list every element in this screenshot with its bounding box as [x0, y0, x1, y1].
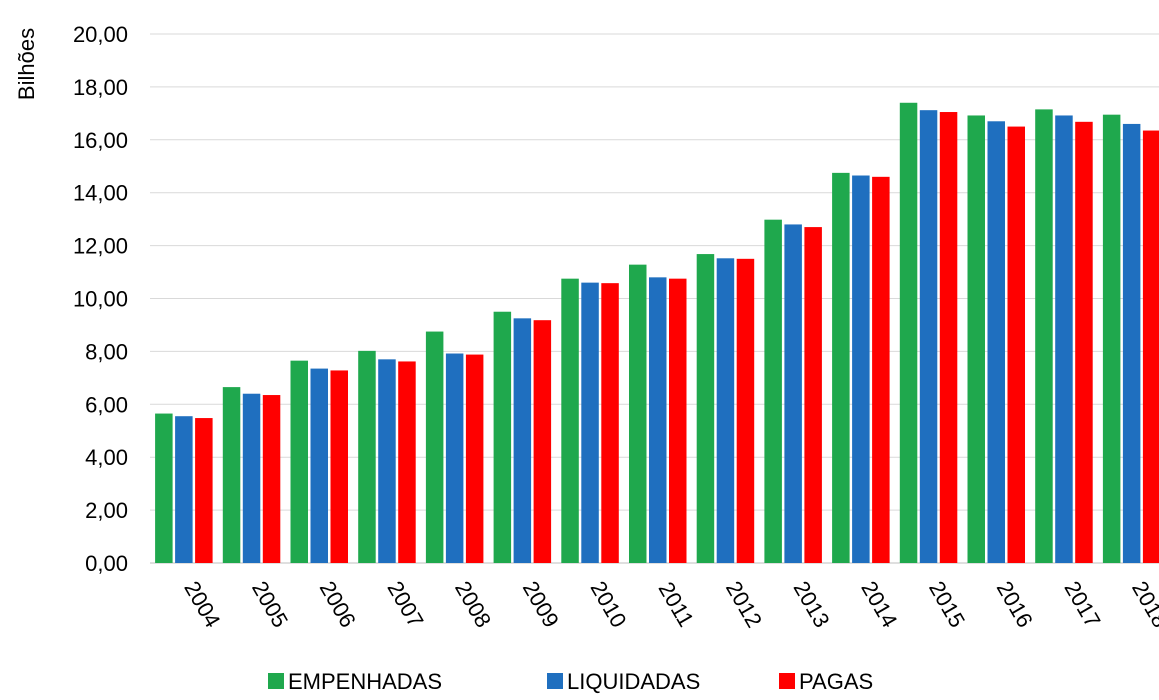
bar-liquidadas-2004	[175, 416, 193, 563]
legend-item-liquidadas: LIQUIDADAS	[547, 669, 700, 694]
bar-pagas-2007	[398, 361, 416, 563]
x-tick-label: 2013	[789, 577, 835, 632]
bar-pagas-2005	[262, 395, 281, 563]
x-tick-label: 2005	[247, 577, 293, 632]
legend-label: EMPENHADAS	[288, 669, 442, 694]
bar-empenhadas-2010	[561, 278, 579, 563]
bar-pagas-2010	[601, 283, 619, 563]
bar-empenhadas-2011	[629, 264, 647, 563]
x-tick-label: 2017	[1059, 577, 1105, 632]
y-tick-label: 0,00	[85, 551, 128, 576]
bar-pagas-2008	[465, 354, 484, 563]
bar-empenhadas-2017	[1035, 109, 1053, 563]
x-tick-label: 2007	[382, 577, 428, 632]
bar-liquidadas-2007	[378, 359, 396, 563]
y-tick-label: 8,00	[85, 339, 128, 364]
bar-empenhadas-2005	[222, 387, 241, 563]
bar-empenhadas-2004	[155, 413, 173, 563]
legend-swatch	[779, 673, 795, 689]
bar-empenhadas-2009	[493, 311, 512, 563]
x-tick-label: 2009	[518, 577, 564, 632]
bar-empenhadas-2012	[696, 254, 715, 563]
bar-pagas-2004	[195, 418, 213, 563]
legend-swatch	[547, 673, 563, 689]
bar-liquidadas-2011	[649, 277, 667, 563]
y-tick-label: 2,00	[85, 498, 128, 523]
legend-item-empenhadas: EMPENHADAS	[268, 669, 442, 694]
y-tick-label: 16,00	[73, 128, 128, 153]
bar-liquidadas-2014	[852, 175, 870, 563]
bar-liquidadas-2018	[1122, 123, 1141, 564]
x-tick-label: 2011	[654, 578, 699, 631]
bars	[155, 102, 1159, 564]
bar-empenhadas-2015	[899, 102, 918, 564]
legend-item-pagas: PAGAS	[779, 669, 873, 694]
x-tick-label: 2006	[315, 577, 361, 632]
bar-liquidadas-2015	[919, 110, 938, 564]
y-tick-label: 4,00	[85, 445, 128, 470]
bar-liquidadas-2005	[242, 393, 261, 563]
bar-pagas-2014	[872, 176, 890, 563]
bar-pagas-2011	[669, 278, 687, 563]
legend-label: LIQUIDADAS	[567, 669, 700, 694]
legend-swatch	[268, 673, 284, 689]
bar-pagas-2009	[533, 320, 552, 563]
bar-liquidadas-2016	[987, 121, 1005, 563]
y-tick-label: 6,00	[85, 392, 128, 417]
bar-liquidadas-2017	[1055, 115, 1073, 563]
x-tick-label: 2008	[450, 577, 496, 632]
legend: EMPENHADAS LIQUIDADAS PAGAS	[268, 669, 873, 694]
bar-pagas-2012	[736, 258, 755, 563]
bar-empenhadas-2018	[1102, 114, 1121, 564]
y-tick-label: 18,00	[73, 75, 128, 100]
bar-pagas-2015	[939, 112, 958, 563]
y-axis-title: Bilhões	[14, 28, 39, 100]
bar-pagas-2016	[1007, 126, 1025, 563]
bar-empenhadas-2007	[358, 350, 376, 563]
x-tick-label: 2018	[1127, 577, 1159, 632]
bar-pagas-2013	[804, 227, 822, 563]
x-axis: 2004 2005 2006 2007 2008 2009 2010 2011 2012 2013…	[179, 577, 1159, 632]
bar-pagas-2018	[1142, 130, 1159, 564]
y-axis: 0,00 2,00 4,00 6,00 8,00 10,00 12,00 14,00 16,00…	[73, 22, 128, 576]
bar-empenhadas-2014	[832, 172, 850, 564]
x-tick-label: 2014	[856, 577, 902, 632]
y-tick-label: 14,00	[73, 181, 128, 206]
bar-empenhadas-2016	[967, 115, 985, 563]
y-tick-label: 12,00	[73, 234, 128, 259]
bar-liquidadas-2008	[445, 353, 464, 563]
bar-pagas-2017	[1075, 121, 1093, 564]
x-tick-label: 2012	[721, 577, 767, 632]
bar-empenhadas-2006	[290, 360, 308, 563]
x-tick-label: 2015	[924, 577, 970, 632]
bar-liquidadas-2012	[716, 258, 735, 563]
bar-liquidadas-2010	[581, 282, 599, 563]
y-tick-label: 20,00	[73, 22, 128, 47]
y-tick-label: 10,00	[73, 287, 128, 312]
x-tick-label: 2004	[179, 577, 225, 632]
bar-liquidadas-2006	[310, 368, 328, 563]
bar-empenhadas-2008	[425, 331, 444, 563]
x-tick-label: 2016	[992, 577, 1038, 632]
bar-liquidadas-2009	[513, 318, 532, 563]
bar-pagas-2006	[330, 370, 348, 563]
bar-liquidadas-2013	[784, 224, 802, 563]
legend-label: PAGAS	[799, 669, 873, 694]
bar-empenhadas-2013	[764, 219, 782, 563]
x-tick-label: 2010	[585, 577, 631, 632]
